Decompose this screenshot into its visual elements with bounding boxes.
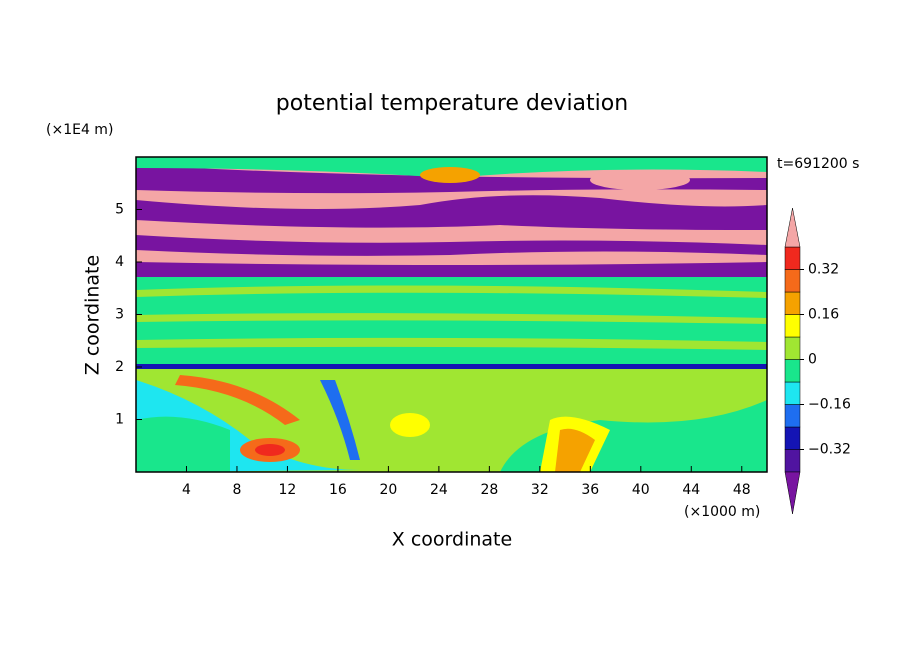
colorbar-band	[784, 314, 801, 338]
colorbar-band	[784, 291, 801, 315]
x-tick-label: 12	[279, 482, 297, 498]
annotation: t=691200 s	[777, 156, 859, 172]
colorbar-extend-high	[784, 207, 801, 248]
x-tick-label: 20	[379, 482, 397, 498]
contour-field	[136, 157, 767, 472]
x-tick-label: 28	[480, 482, 498, 498]
colorbar-band	[784, 426, 801, 450]
colorbar-tick-label: 0.32	[808, 262, 839, 278]
colorbar-band	[784, 381, 801, 405]
y-tick-label: 3	[115, 307, 124, 323]
colorbar-band	[784, 449, 801, 473]
x-tick-label: 44	[682, 482, 700, 498]
colorbar-band	[784, 269, 801, 293]
x-tick-label: 36	[581, 482, 599, 498]
x-tick-label: 4	[182, 482, 191, 498]
y-tick-label: 2	[115, 359, 124, 375]
y-tick-label: 4	[115, 254, 124, 270]
colorbar-tick-label: 0.16	[808, 307, 839, 323]
colorbar-tick-label: 0	[808, 352, 817, 368]
x-axis-label: X coordinate	[392, 529, 512, 551]
chart-title: potential temperature deviation	[276, 91, 628, 116]
colorbar-band	[784, 404, 801, 428]
x-tick-label: 40	[632, 482, 650, 498]
y-tick-label: 5	[115, 202, 124, 218]
x-unit: (×1000 m)	[684, 504, 760, 520]
colorbar-extend-low	[784, 471, 801, 515]
colorbar-tick-label: −0.32	[808, 442, 851, 458]
x-tick-label: 48	[733, 482, 751, 498]
colorbar-band	[784, 246, 801, 270]
y-tick-label: 1	[115, 412, 124, 428]
colorbar-band	[784, 336, 801, 360]
x-tick-label: 16	[329, 482, 347, 498]
colorbar-tick-label: −0.16	[808, 397, 851, 413]
colorbar-band	[784, 359, 801, 383]
y-axis-label: Z coordinate	[82, 255, 104, 375]
y-unit: (×1E4 m)	[46, 122, 113, 138]
x-tick-label: 8	[232, 482, 241, 498]
x-tick-label: 32	[531, 482, 549, 498]
x-tick-label: 24	[430, 482, 448, 498]
